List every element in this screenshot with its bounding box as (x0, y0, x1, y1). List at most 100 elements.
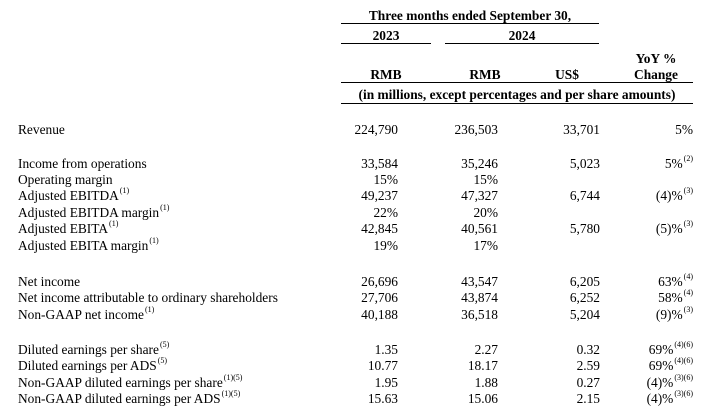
row-label: Net income attributable to ordinary shar… (18, 291, 278, 304)
row-label-footnote: (1)(5) (223, 373, 243, 382)
value-yoy: (4)%(3)(6) (646, 390, 693, 406)
row-label: Adjusted EBITDA margin(1) (18, 204, 169, 220)
value-yoy-text: 69% (648, 358, 674, 373)
value-2023: 1.35 (374, 342, 398, 357)
row-label-text: Non-GAAP net income (18, 307, 144, 322)
value-usd: 0.27 (576, 375, 600, 390)
value-usd: 2.15 (576, 391, 600, 406)
value-yoy: (9)%(3) (655, 305, 693, 322)
row-label-footnote: (1) (119, 186, 130, 195)
row-label: Operating margin (18, 173, 113, 186)
value-2024: 15% (473, 172, 498, 187)
value-2023: 26,696 (361, 274, 398, 289)
value-usd: 2.59 (576, 358, 600, 373)
value-2024: 35,246 (461, 156, 498, 171)
row-label-text: Income from operations (18, 156, 147, 171)
value-yoy-footnote: (2) (683, 154, 693, 163)
value-yoy-text: (5)% (655, 221, 683, 236)
row-label-footnote: (5) (157, 356, 168, 365)
value-2024: 43,874 (461, 290, 498, 305)
value-yoy-footnote: (3) (683, 186, 693, 195)
row-label: Diluted earnings per ADS(5) (18, 356, 168, 373)
row-label: Net income (18, 275, 80, 288)
value-yoy: 63%(4) (658, 272, 693, 289)
value-2024: 1.88 (474, 375, 498, 390)
value-yoy: 5%(2) (664, 154, 693, 171)
row-label: Non-GAAP net income(1) (18, 306, 154, 322)
col-usd: US$ (555, 67, 579, 82)
value-yoy-text: 63% (658, 274, 683, 289)
units-note: (in millions, except percentages and per… (358, 87, 676, 102)
col-rmb-2024: RMB (469, 67, 501, 82)
value-2024: 36,518 (461, 307, 498, 322)
value-2023: 22% (373, 205, 398, 220)
value-usd: 33,701 (563, 122, 600, 137)
value-2024: 47,327 (461, 188, 498, 203)
value-yoy: 69%(4)(6) (648, 356, 693, 373)
value-yoy-text: 5% (664, 156, 683, 171)
value-2023: 10.77 (367, 358, 398, 373)
value-2023: 15% (373, 172, 398, 187)
header-rule (341, 82, 693, 83)
value-yoy-footnote: (3) (683, 219, 693, 228)
value-yoy: (5)%(3) (655, 219, 693, 236)
value-2023: 15.63 (367, 391, 398, 406)
value-yoy-text: (9)% (655, 307, 683, 322)
value-2023: 19% (373, 238, 398, 253)
period-title-rule (341, 23, 599, 24)
year-2023: 2023 (372, 28, 400, 43)
value-yoy: 5% (675, 123, 693, 136)
row-label: Adjusted EBITA margin(1) (18, 237, 159, 253)
value-yoy-text: (4)% (646, 375, 674, 390)
value-yoy-text: 69% (648, 342, 674, 357)
value-yoy: (4)%(3) (655, 186, 693, 203)
value-usd: 5,023 (569, 156, 600, 171)
value-2024: 236,503 (454, 122, 498, 137)
value-yoy-footnote: (3)(6) (674, 373, 693, 382)
value-yoy-text: 58% (658, 290, 683, 305)
row-label-text: Adjusted EBITA margin (18, 238, 149, 253)
row-label-text: Diluted earnings per ADS (18, 358, 157, 373)
row-label: Adjusted EBITA(1) (18, 219, 119, 236)
value-2023: 1.95 (374, 375, 398, 390)
value-yoy: 58%(4) (658, 288, 693, 305)
value-yoy-footnote: (4) (683, 272, 693, 281)
value-yoy-text: (4)% (646, 391, 674, 406)
value-yoy-text: (4)% (655, 188, 683, 203)
yoy-header-line2: Change (634, 67, 678, 82)
col-rmb-2023: RMB (370, 67, 402, 82)
value-2023: 42,845 (361, 221, 398, 236)
row-label: Revenue (18, 123, 65, 136)
value-2024: 15.06 (467, 391, 498, 406)
value-usd: 6,744 (569, 188, 600, 203)
value-usd: 0.32 (576, 342, 600, 357)
value-yoy: 69%(4)(6) (648, 341, 693, 357)
row-label: Non-GAAP diluted earnings per share(1)(5… (18, 373, 243, 390)
row-label-footnote: (1) (109, 219, 119, 228)
value-usd: 5,780 (569, 221, 600, 236)
row-label-footnote: (1)(5) (221, 389, 241, 398)
value-usd: 6,205 (569, 274, 600, 289)
value-yoy-text: 5% (675, 122, 693, 137)
year-2024-rule (445, 43, 599, 44)
row-label: Adjusted EBITDA(1) (18, 186, 130, 203)
value-2024: 43,547 (461, 274, 498, 289)
value-yoy-footnote: (4) (683, 288, 693, 297)
row-label-text: Adjusted EBITA (18, 221, 109, 236)
value-2024: 20% (473, 205, 498, 220)
value-2024: 17% (473, 238, 498, 253)
row-label-text: Adjusted EBITDA (18, 188, 119, 203)
value-yoy: (4)%(3)(6) (646, 373, 693, 390)
year-2024: 2024 (508, 28, 536, 43)
row-label-text: Adjusted EBITDA margin (18, 205, 160, 220)
value-yoy-footnote: (4)(6) (674, 356, 693, 365)
row-label: Diluted earnings per share(5) (18, 341, 169, 357)
value-usd: 5,204 (569, 307, 600, 322)
value-2024: 18.17 (467, 358, 498, 373)
value-yoy-footnote: (3) (683, 305, 693, 314)
year-2023-rule (341, 43, 431, 44)
row-label-text: Net income attributable to ordinary shar… (18, 290, 278, 305)
value-2024: 2.27 (474, 342, 498, 357)
value-usd: 6,252 (569, 290, 600, 305)
yoy-header-line1: YoY % (635, 51, 677, 66)
